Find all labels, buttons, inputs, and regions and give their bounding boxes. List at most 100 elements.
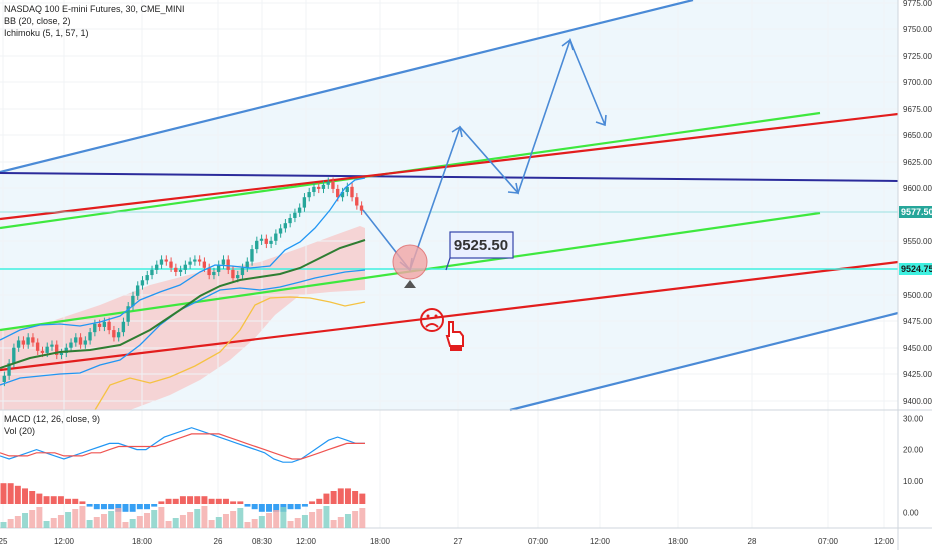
vol-legend: Vol (20) bbox=[4, 426, 36, 436]
candle-body bbox=[174, 267, 178, 272]
macd-histogram-bar bbox=[230, 501, 237, 504]
price-tick-label: 9500.00 bbox=[903, 291, 932, 300]
candle-body bbox=[169, 261, 173, 268]
macd-axis: 30.00 20.00 10.00 0.00 bbox=[903, 414, 924, 517]
volume-bar bbox=[7, 519, 14, 528]
volume-bar bbox=[115, 508, 122, 528]
candle-body bbox=[88, 332, 92, 341]
macd-histogram-bar bbox=[43, 496, 50, 504]
macd-histogram-bar bbox=[215, 498, 222, 504]
macd-histogram-bar bbox=[165, 498, 172, 504]
price-tick-label: 9675.00 bbox=[903, 105, 932, 114]
macd-histogram-bar bbox=[29, 491, 36, 504]
candle-body bbox=[35, 342, 40, 351]
macd-histogram-bar bbox=[359, 493, 366, 504]
candle-body bbox=[64, 347, 68, 353]
macd-histogram-bar bbox=[7, 483, 14, 504]
ichimoku-lead-line bbox=[94, 296, 366, 411]
candle-body bbox=[7, 363, 11, 376]
cyan-level-badge: 9524.75 bbox=[899, 263, 932, 275]
candles bbox=[2, 177, 364, 387]
macd-series-line bbox=[0, 427, 365, 463]
candle-body bbox=[240, 267, 245, 276]
macd-histogram-bar bbox=[79, 501, 86, 504]
candle-body bbox=[178, 269, 183, 272]
time-tick-label: 25 bbox=[0, 537, 8, 546]
macd-panel bbox=[0, 427, 365, 463]
ichimoku-legend: Ichimoku (5, 1, 57, 1) bbox=[4, 28, 89, 38]
candle-body bbox=[45, 346, 49, 353]
time-tick-label: 07:00 bbox=[528, 537, 549, 546]
candle-body bbox=[16, 340, 21, 348]
volume-bar bbox=[14, 516, 21, 528]
macd-histogram-bar bbox=[187, 496, 194, 504]
bb-middle bbox=[0, 239, 366, 369]
volume-bar bbox=[43, 521, 50, 528]
candle-body bbox=[159, 259, 164, 265]
candle-body bbox=[126, 306, 130, 322]
volume-bar bbox=[215, 517, 222, 528]
volume-bar bbox=[151, 510, 158, 528]
macd-histogram-bar bbox=[301, 504, 308, 507]
time-tick-label: 12:00 bbox=[590, 537, 611, 546]
candle-body bbox=[207, 267, 211, 276]
volume-bar bbox=[222, 514, 229, 528]
candle-body bbox=[250, 249, 254, 262]
candle-body bbox=[40, 350, 45, 353]
candle-body bbox=[12, 347, 16, 364]
candle-body bbox=[21, 340, 26, 345]
pointing-hand-icon bbox=[445, 321, 464, 351]
price-tick-label: 9475.00 bbox=[903, 317, 932, 326]
macd-histogram-bar bbox=[122, 504, 129, 512]
time-tick-label: 12:00 bbox=[54, 537, 75, 546]
volume-bar bbox=[172, 518, 179, 528]
time-axis: 25 12:00 18:00 26 08:30 12:00 18:00 27 07:00 12:0… bbox=[0, 537, 895, 546]
candle-body bbox=[121, 321, 126, 333]
candle-body bbox=[350, 186, 354, 198]
candle-body bbox=[193, 259, 197, 262]
volume-bar bbox=[179, 515, 186, 528]
volume-bar bbox=[208, 520, 215, 528]
time-tick-label: 07:00 bbox=[818, 537, 839, 546]
macd-histogram-bar bbox=[208, 498, 215, 504]
macd-histogram-bar bbox=[179, 496, 186, 504]
volume-bar bbox=[337, 517, 344, 528]
volume-bar bbox=[22, 513, 29, 528]
macd-histogram-bar bbox=[323, 493, 330, 504]
candle-body bbox=[336, 188, 340, 198]
macd-histogram-bar bbox=[50, 496, 57, 504]
macd-histogram-bar bbox=[100, 504, 107, 510]
candle-body bbox=[297, 207, 302, 213]
macd-histogram-bar bbox=[330, 491, 337, 504]
sad-face-icon bbox=[420, 308, 444, 332]
candle-body bbox=[164, 259, 168, 262]
volume-bar bbox=[187, 512, 194, 528]
volume-bar bbox=[108, 511, 115, 528]
macd-histogram-bar bbox=[144, 504, 151, 510]
candle-body bbox=[112, 330, 116, 338]
bb-lower bbox=[0, 269, 366, 386]
volume-bar bbox=[309, 512, 316, 528]
volume-bar bbox=[122, 522, 129, 528]
macd-histogram-bar bbox=[14, 485, 21, 504]
macd-histogram-bar bbox=[273, 504, 280, 512]
candle-body bbox=[307, 192, 311, 198]
candle-body bbox=[278, 228, 283, 234]
volume-bar bbox=[65, 512, 72, 528]
volume-bar bbox=[0, 522, 7, 528]
macd-histogram-bar bbox=[316, 498, 323, 504]
candle-body bbox=[102, 321, 106, 327]
candle-body bbox=[150, 269, 154, 276]
price-tick-label: 9700.00 bbox=[903, 78, 932, 87]
volume-bar bbox=[244, 522, 251, 528]
macd-histogram-bar bbox=[258, 504, 265, 512]
time-tick-label: 08:30 bbox=[252, 537, 273, 546]
macd-histogram-bar bbox=[129, 504, 136, 512]
volume-bar bbox=[86, 520, 93, 528]
candle-body bbox=[345, 186, 349, 193]
volume-bar bbox=[129, 519, 136, 528]
volume-bar bbox=[50, 518, 57, 528]
macd-histogram-bar bbox=[294, 504, 301, 510]
candle-body bbox=[259, 238, 264, 241]
candle-body bbox=[231, 269, 235, 279]
